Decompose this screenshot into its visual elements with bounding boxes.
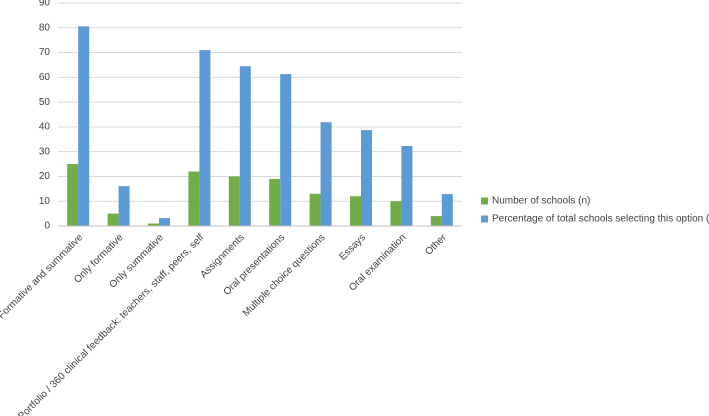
bar [78, 26, 90, 227]
bar [390, 201, 402, 226]
bar [430, 216, 442, 226]
legend-label: Percentage of total schools selecting th… [492, 214, 709, 225]
bar [350, 196, 361, 226]
bar [401, 145, 413, 226]
bar [441, 194, 453, 226]
x-tick-label: Portfolio / 360 clinical feedback: teach… [16, 232, 206, 416]
bar [280, 74, 292, 227]
x-tick-label: Essays [337, 232, 368, 263]
y-tick-label: 90 [39, 0, 51, 9]
y-tick-label: 80 [39, 22, 51, 33]
bar [148, 223, 159, 226]
y-tick-label: 50 [39, 97, 51, 108]
x-tick-label: Multiple choice questions [241, 232, 328, 319]
bar [107, 213, 119, 226]
y-tick-label: 30 [39, 146, 51, 157]
bar [199, 50, 211, 227]
legend-swatch [481, 215, 488, 223]
y-tick-label: 20 [39, 171, 51, 182]
y-tick-label: 70 [39, 47, 51, 58]
y-tick-label: 60 [39, 72, 51, 83]
bar [320, 122, 332, 226]
bar [188, 171, 200, 226]
bar [309, 193, 321, 226]
x-tick-label: Other [423, 232, 449, 258]
y-tick-label: 10 [39, 196, 51, 207]
bar [239, 66, 251, 226]
bar [118, 186, 130, 226]
y-tick-label: 0 [44, 221, 50, 232]
bar [159, 218, 170, 226]
legend-swatch [481, 197, 488, 205]
bar [67, 164, 79, 226]
legend-label: Number of schools (n) [492, 196, 590, 207]
bar [361, 130, 372, 226]
y-tick-label: 40 [39, 122, 51, 133]
bar [228, 176, 240, 226]
bar [269, 178, 281, 226]
